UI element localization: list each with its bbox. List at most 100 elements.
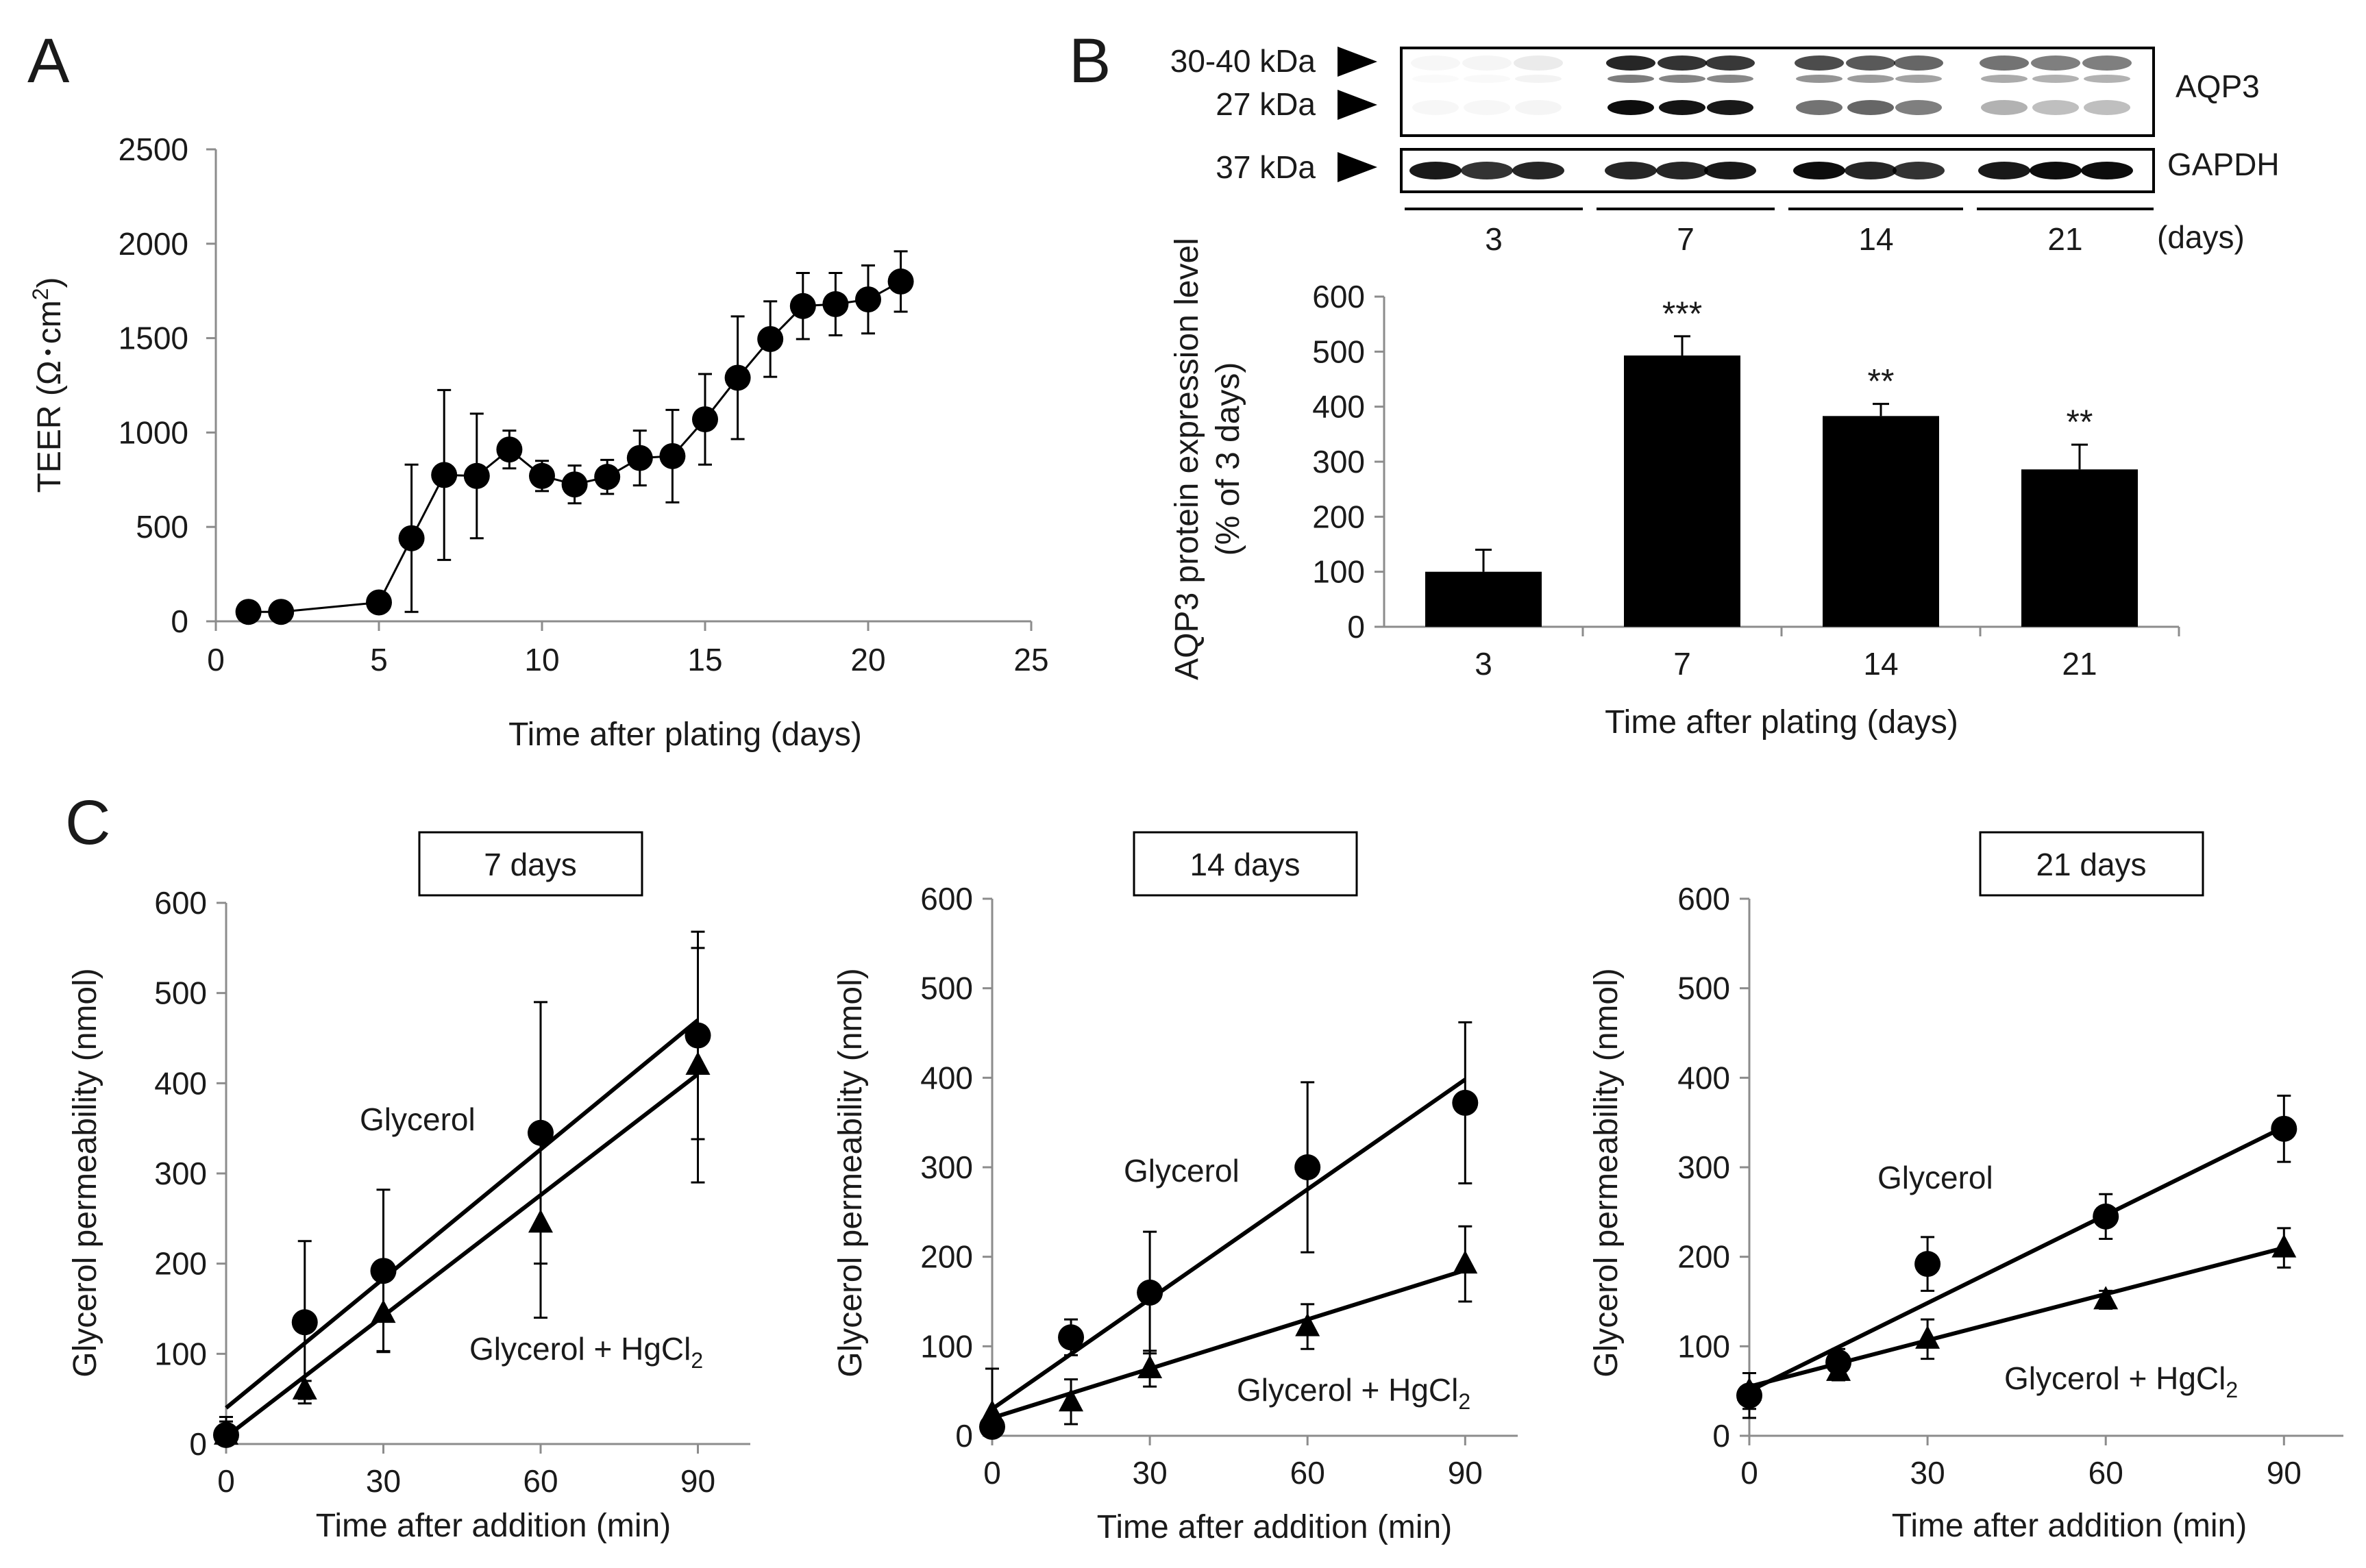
chart-a-point-5	[463, 462, 490, 489]
chart-a-ylabel: TEER (Ω･cm2)	[28, 277, 68, 493]
chart-a-xlabel: Time after plating (days)	[508, 717, 862, 753]
day-group-21: 21	[2047, 221, 2082, 257]
chart-a-point-18	[887, 268, 914, 295]
chart-c-14days-title-box	[1133, 831, 1358, 897]
chart-c-21days-glycerol-point-3	[2093, 1203, 2119, 1230]
chart-c-7days-title: 7 days	[484, 847, 577, 882]
aqp3-band-low-0	[1412, 100, 1459, 115]
gapdh-band-5	[1704, 162, 1756, 179]
aqp3-band-low-3	[1607, 100, 1654, 115]
chart-b-bar-3	[1425, 571, 1542, 627]
aqp3-band-high-6	[1795, 55, 1844, 71]
chart-a-point-16	[822, 290, 849, 317]
chart-b-ytick-label-2: 200	[1312, 499, 1365, 534]
blot-bands	[1409, 55, 2133, 179]
gapdh-label: GAPDH	[2167, 147, 2280, 182]
chart-c-14days-ytick-label-0: 0	[955, 1418, 973, 1454]
chart-a-xtick-label-4: 20	[850, 642, 885, 677]
chart-c-14days-label-glycerol: Glycerol	[1124, 1153, 1240, 1189]
chart-c-14days-hgcl2-point-1	[1059, 1388, 1084, 1412]
chart-b-xtick-label-3: 3	[1475, 646, 1492, 682]
chart-c-21days-glycerol-point-4	[2271, 1115, 2297, 1142]
chart-c-21days-ylabel: Glycerol permeability (nmol)	[1588, 968, 1625, 1378]
chart-c-14days-xtick-label-3: 90	[1448, 1455, 1483, 1491]
aqp3-band-high-4	[1658, 55, 1707, 71]
chart-a-xtick-label-3: 15	[687, 642, 722, 677]
aqp3-band-high2-6	[1796, 75, 1843, 83]
chart-a-ytick-label-2: 1000	[119, 414, 188, 450]
aqp3-band-high-11	[2082, 55, 2132, 71]
chart-b-bar-7	[1624, 355, 1740, 627]
chart-c-7days-ytick-label-1: 100	[154, 1336, 207, 1371]
chart-c-21days-xtick-label-0: 0	[1740, 1455, 1758, 1491]
chart-c-21days-xlabel: Time after addition (min)	[1892, 1508, 2247, 1544]
chart-b-bar-14	[1823, 416, 1939, 627]
aqp3-band-high-2	[1514, 55, 1563, 71]
chart-c-14days-glycerol-fit-line	[991, 1078, 1467, 1411]
gapdh-band-2	[1512, 162, 1564, 179]
chart-c-21days-ytick-label-0: 0	[1712, 1418, 1730, 1454]
chart-c-7days-ylabel: Glycerol permeability (nmol)	[67, 968, 103, 1378]
aqp3-band-low-6	[1796, 100, 1843, 115]
chart-c-14days-ytick-label-2: 200	[920, 1239, 973, 1275]
chart-c-7days-ytick-label-2: 200	[154, 1246, 207, 1282]
aqp3-band-high2-2	[1515, 75, 1562, 83]
chart-c-21days-xtick-label-2: 60	[2088, 1455, 2123, 1491]
chart-c-7days-ytick-label-3: 300	[154, 1156, 207, 1191]
chart-c-14days-ylabel: Glycerol permeability (nmol)	[833, 968, 869, 1378]
chart-a-point-12	[692, 406, 718, 433]
aqp3-band-high-1	[1462, 55, 1512, 71]
chart-a-point-17	[855, 286, 881, 313]
gapdh-band-4	[1656, 162, 1708, 179]
chart-a-point-6	[496, 436, 523, 463]
chart-c-7days-glycerol-point-1	[291, 1309, 318, 1336]
chart-a-point-9	[594, 464, 621, 490]
chart-b-ytick-label-5: 500	[1312, 334, 1365, 369]
aqp3-band-high2-8	[1895, 75, 1942, 83]
marker-arrow-30-40kda	[1338, 47, 1377, 77]
chart-a: Time after plating (days) TEER (Ω･cm2) 0…	[28, 132, 1049, 753]
chart-a-ytick-label-4: 2000	[119, 226, 188, 262]
gapdh-band-8	[1893, 162, 1945, 179]
aqp3-band-low-10	[2032, 100, 2079, 115]
chart-c-7days-label-hgcl2: Glycerol + HgCl2	[469, 1331, 703, 1373]
chart-c-7days-xtick-label-2: 60	[523, 1463, 558, 1499]
chart-c-21days-ytick-label-2: 200	[1677, 1239, 1730, 1275]
panel-letter-c: C	[65, 788, 110, 858]
chart-c-21days-ytick-label-6: 600	[1677, 881, 1730, 917]
aqp3-band-low-8	[1895, 100, 1942, 115]
gapdh-band-7	[1845, 162, 1897, 179]
chart-b-ytick-label-6: 600	[1312, 279, 1365, 314]
chart-c-7days-xlabel: Time after addition (min)	[316, 1508, 671, 1544]
aqp3-band-high2-7	[1847, 75, 1894, 83]
chart-b-significance-14: **	[1868, 362, 1895, 401]
chart-c-14days-ytick-label-3: 300	[920, 1149, 973, 1185]
chart-b-ylabel-line2: (% of 3 days)	[1210, 362, 1246, 556]
chart-c-7days-xtick-label-3: 90	[680, 1463, 715, 1499]
chart-c-7days-title-box	[418, 831, 643, 897]
chart-b-xtick-label-14: 14	[1863, 646, 1898, 682]
chart-c-21days-glycerol-fit-line	[1748, 1125, 2285, 1393]
chart-c-14days-xlabel: Time after addition (min)	[1097, 1509, 1452, 1545]
chart-c-14days-xtick-label-0: 0	[983, 1455, 1001, 1491]
chart-c-14days: 14 days Time after addition (min) Glycer…	[833, 831, 1518, 1545]
chart-c-14days-hgcl2-point-2	[1137, 1355, 1163, 1378]
chart-a-point-14	[757, 325, 784, 352]
aqp3-band-high2-4	[1659, 75, 1705, 83]
chart-c-7days-hgcl2-point-2	[371, 1299, 396, 1323]
chart-c-21days-hgcl2-point-4	[2271, 1234, 2297, 1258]
chart-b-significance-7: ***	[1662, 295, 1702, 333]
chart-a-point-4	[431, 462, 458, 488]
chart-c-21days-hgcl2-point-0	[1737, 1377, 1762, 1401]
chart-c-14days-glycerol-point-2	[1137, 1279, 1163, 1306]
chart-c-14days-hgcl2-point-0	[980, 1399, 1005, 1423]
chart-c-7days-ytick-label-5: 500	[154, 975, 207, 1011]
panel-letter-b: B	[1069, 26, 1111, 96]
aqp3-band-high2-10	[2032, 75, 2079, 83]
chart-c-7days-xtick-label-0: 0	[217, 1463, 235, 1499]
chart-c-7days: 7 days Time after addition (min) Glycero…	[67, 831, 750, 1544]
chart-c-14days-xtick-label-2: 60	[1290, 1455, 1325, 1491]
chart-a-ytick-label-0: 0	[171, 603, 188, 639]
aqp3-band-low-9	[1981, 100, 2028, 115]
chart-a-xtick-label-0: 0	[207, 642, 225, 677]
